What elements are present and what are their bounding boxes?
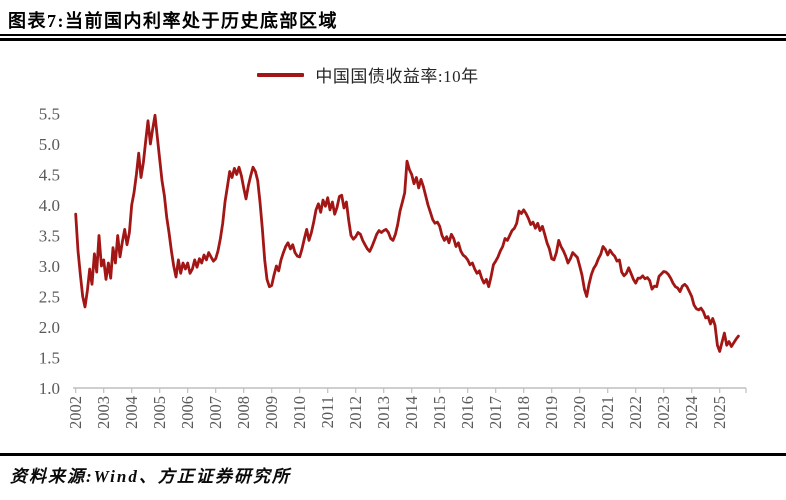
legend-line-swatch [257, 72, 305, 77]
x-tick-label: 2014 [402, 396, 421, 429]
footer-rule [0, 453, 786, 456]
x-tick-label: 2021 [598, 396, 617, 429]
chart-title: 图表7:当前国内利率处于历史底部区域 [8, 11, 338, 31]
x-tick-label: 2005 [150, 396, 169, 429]
header-rule-thin [0, 34, 786, 36]
x-tick-label: 2011 [318, 396, 337, 428]
y-tick-label: 4.5 [39, 166, 60, 185]
y-tick-label: 1.0 [39, 379, 60, 398]
y-tick-label: 3.0 [39, 257, 60, 276]
y-tick-label: 2.0 [39, 318, 60, 337]
x-tick-label: 2017 [486, 396, 505, 429]
source-note: 资料来源:Wind、方正证券研究所 [10, 467, 291, 486]
yield-line-series [74, 113, 740, 353]
legend: 中国国债收益率:10年 [0, 62, 736, 87]
x-tick-label: 2007 [206, 396, 225, 429]
y-tick-label: 2.5 [39, 288, 60, 307]
x-tick-label: 2012 [346, 396, 365, 429]
x-tick-label: 2003 [94, 396, 113, 429]
x-tick-label: 2019 [542, 396, 561, 429]
x-tick-label: 2020 [570, 396, 589, 429]
y-tick-label: 3.5 [39, 227, 60, 246]
x-tick-label: 2008 [234, 396, 253, 429]
x-tick-label: 2004 [122, 396, 141, 429]
x-tick-label: 2006 [178, 396, 197, 429]
x-tick-label: 2016 [458, 396, 477, 429]
x-tick-label: 2024 [682, 396, 701, 429]
x-tick-label: 2022 [626, 396, 645, 429]
x-tick-label: 2015 [430, 396, 449, 429]
y-tick-label: 5.5 [39, 105, 60, 124]
x-tick-label: 2002 [66, 396, 85, 429]
x-tick-label: 2013 [374, 396, 393, 429]
x-tick-label: 2009 [262, 396, 281, 429]
header-rule-thick [0, 38, 786, 41]
x-tick-label: 2023 [654, 396, 673, 429]
y-tick-label: 5.0 [39, 135, 60, 154]
x-tick-label: 2018 [514, 396, 533, 429]
x-tick-label: 2025 [710, 396, 729, 429]
legend-label: 中国国债收益率:10年 [315, 67, 479, 86]
y-tick-label: 4.0 [39, 196, 60, 215]
y-tick-label: 1.5 [39, 349, 60, 368]
x-tick-label: 2010 [290, 396, 309, 429]
